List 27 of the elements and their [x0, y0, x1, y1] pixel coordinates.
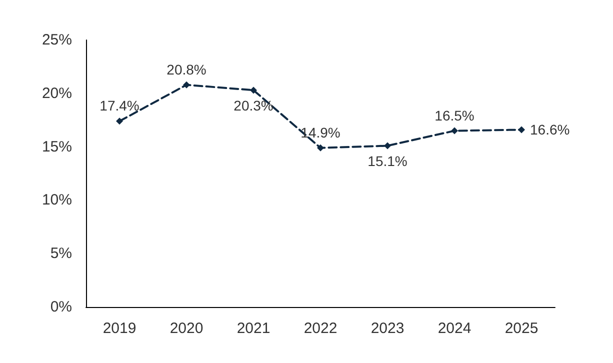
data-label: 20.3% [234, 98, 274, 114]
x-tick-label: 2022 [304, 320, 338, 337]
y-tick-label: 25% [42, 32, 72, 48]
data-label: 14.9% [300, 124, 340, 140]
x-tick-label: 2020 [170, 320, 204, 337]
y-tick-label: 10% [42, 192, 72, 209]
x-tick-label: 2023 [370, 320, 404, 337]
data-label: 16.6% [530, 122, 570, 138]
point [183, 81, 190, 88]
point [250, 86, 257, 94]
point [451, 127, 458, 134]
data-label: 17.4% [100, 98, 140, 114]
y-tick-label: 0% [50, 298, 72, 316]
x-tick-label: 2024 [438, 320, 472, 337]
x-tick-label: 2021 [236, 320, 270, 337]
point [518, 126, 525, 134]
y-tick-label: 20% [42, 84, 72, 102]
data-label: 16.5% [434, 107, 474, 124]
x-tick-label: 2025 [504, 320, 538, 337]
data-label: 15.1% [368, 153, 408, 170]
y-tick-label: 5% [50, 245, 72, 262]
point [384, 142, 391, 150]
point [116, 118, 123, 125]
y-tick-label: 15% [42, 138, 72, 156]
data-label: 20.8% [166, 61, 206, 78]
x-tick-label: 2019 [102, 320, 136, 337]
point [317, 144, 324, 152]
